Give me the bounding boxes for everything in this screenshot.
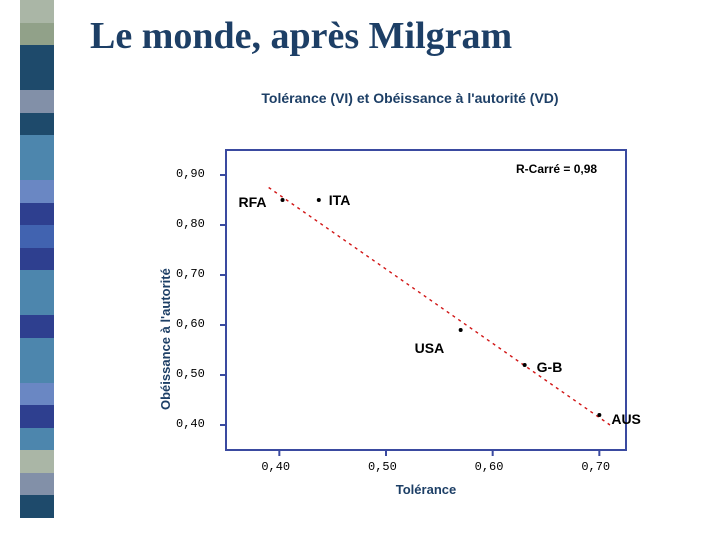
stripe-segment: [20, 225, 54, 248]
r-squared-label: R-Carré = 0,98: [516, 162, 597, 176]
stripe-segment: [20, 518, 54, 540]
x-tick-label: 0,50: [368, 460, 397, 474]
stripe-segment: [20, 428, 54, 451]
stripe-segment: [20, 158, 54, 181]
stripe-segment: [20, 0, 54, 23]
y-tick-label: 0,50: [176, 367, 205, 381]
x-tick-label: 0,60: [475, 460, 504, 474]
slide-title: Le monde, après Milgram: [90, 14, 700, 58]
stripe-segment: [20, 68, 54, 91]
x-tick-label: 0,40: [261, 460, 290, 474]
stripe-segment: [20, 23, 54, 46]
left-color-stripe: [20, 0, 54, 540]
scatter-chart: [226, 150, 626, 450]
data-point-label: ITA: [329, 192, 351, 208]
x-tick-label: 0,70: [581, 460, 610, 474]
x-axis-label: Tolérance: [226, 482, 626, 497]
stripe-segment: [20, 270, 54, 293]
slide-root: Le monde, après Milgram Tolérance (VI) e…: [0, 0, 720, 540]
y-tick-label: 0,40: [176, 417, 205, 431]
data-point-label: AUS: [611, 411, 641, 427]
chart-title: Tolérance (VI) et Obéissance à l'autorit…: [150, 90, 670, 106]
data-point-label: USA: [415, 340, 445, 356]
stripe-segment: [20, 293, 54, 316]
y-axis-label: Obéissance à l'autorité: [158, 268, 173, 410]
stripe-segment: [20, 450, 54, 473]
y-tick-label: 0,80: [176, 217, 205, 231]
y-tick-label: 0,90: [176, 167, 205, 181]
stripe-segment: [20, 473, 54, 496]
data-point-label: G-B: [537, 359, 563, 375]
stripe-segment: [20, 203, 54, 226]
data-point-label: RFA: [239, 194, 267, 210]
stripe-segment: [20, 405, 54, 428]
stripe-segment: [20, 113, 54, 136]
stripe-segment: [20, 180, 54, 203]
stripe-segment: [20, 248, 54, 271]
stripe-segment: [20, 90, 54, 113]
stripe-segment: [20, 135, 54, 158]
stripe-segment: [20, 338, 54, 361]
stripe-segment: [20, 315, 54, 338]
stripe-segment: [20, 383, 54, 406]
stripe-segment: [20, 495, 54, 518]
y-tick-label: 0,70: [176, 267, 205, 281]
stripe-segment: [20, 360, 54, 383]
chart-svg: [226, 150, 626, 450]
y-tick-label: 0,60: [176, 317, 205, 331]
stripe-segment: [20, 45, 54, 68]
